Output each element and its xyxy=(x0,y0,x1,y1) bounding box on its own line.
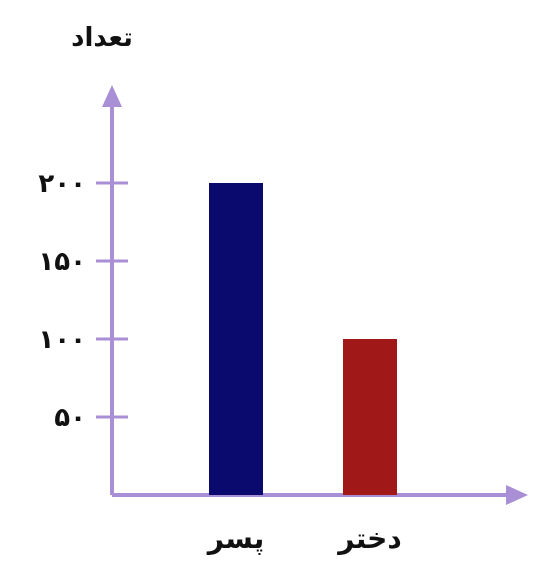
axes xyxy=(102,85,528,505)
category-label: دختر xyxy=(336,522,401,555)
category-label: پسر xyxy=(206,522,264,555)
x-axis-arrow xyxy=(506,485,528,505)
y-tick-label: ۱۵۰ xyxy=(38,247,86,277)
y-tick-label: ۵۰ xyxy=(54,403,86,433)
bar-1 xyxy=(209,183,263,495)
category-labels: پسر دختر xyxy=(206,522,402,555)
y-tick-label: ۱۰۰ xyxy=(38,325,86,355)
bars xyxy=(209,183,397,495)
y-axis-arrow xyxy=(102,85,122,107)
y-axis-title: تعداد xyxy=(71,23,133,53)
y-ticks: ۵۰ ۱۰۰ ۱۵۰ ۲۰۰ xyxy=(38,169,128,433)
y-tick-label: ۲۰۰ xyxy=(38,169,86,199)
bar-2 xyxy=(343,339,397,495)
